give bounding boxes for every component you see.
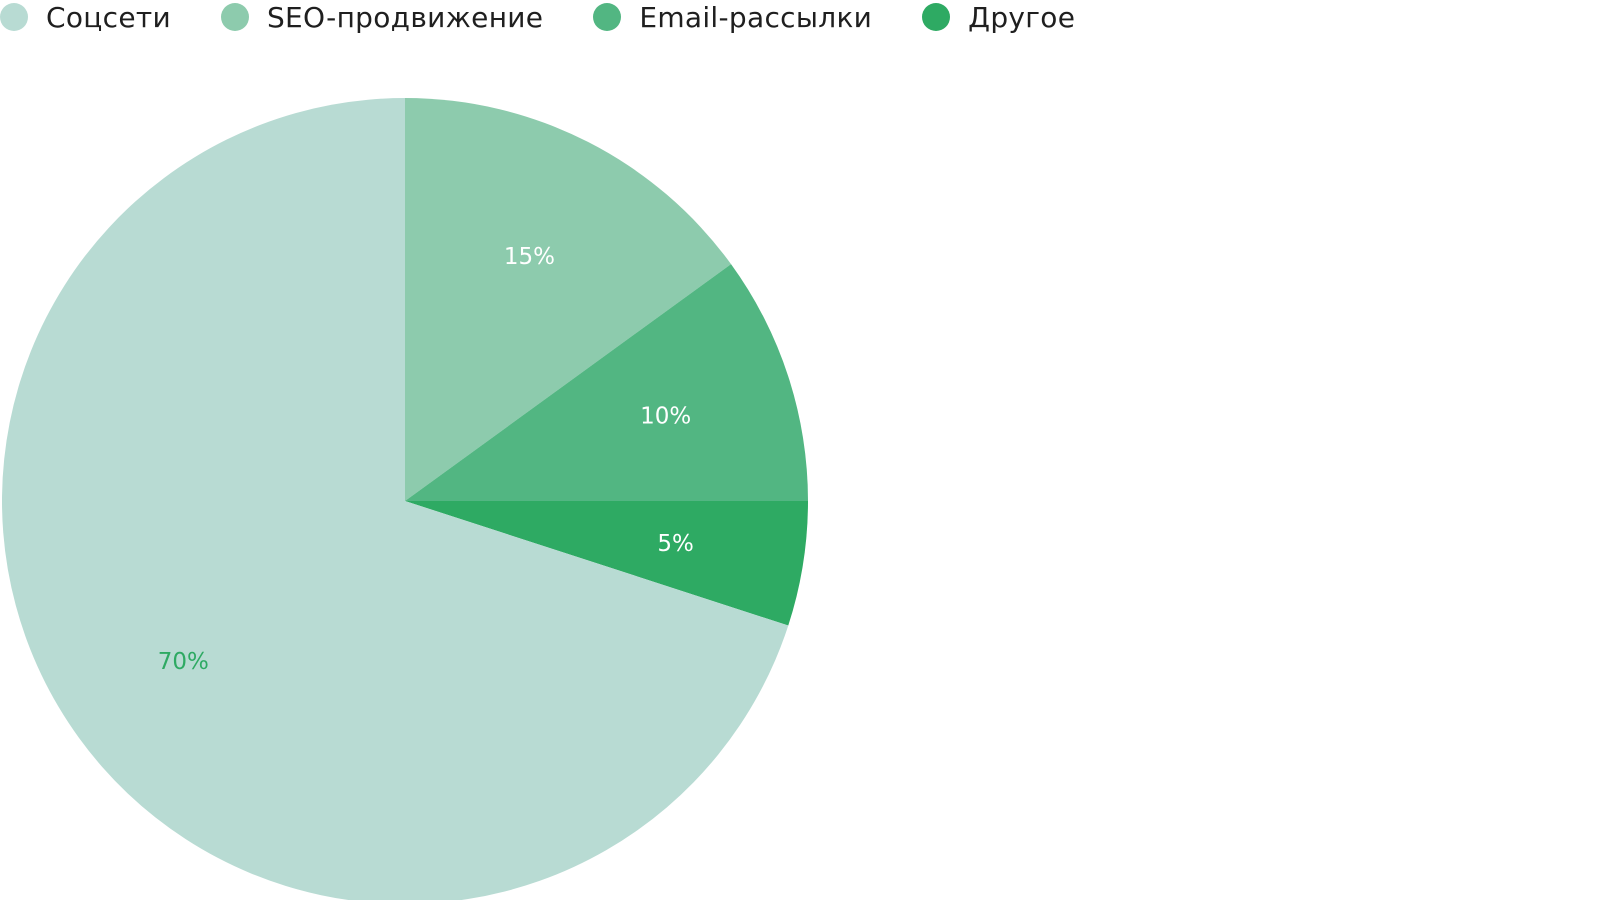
pie-slice-socials (2, 98, 789, 900)
legend-item-email: Email-рассылки (593, 1, 872, 34)
legend-item-socials: Соцсети (0, 1, 171, 34)
pie-label-email: 10% (640, 403, 691, 429)
legend-label-seo: SEO-продвижение (266, 0, 544, 34)
legend-swatch-seo (220, 3, 249, 31)
legend-label-other: Другое (968, 0, 1076, 34)
legend-item-seo: SEO-продвижение (220, 0, 544, 34)
pie-slice-seo (405, 98, 732, 501)
legend-item-other: Другое (922, 1, 1075, 34)
legend-label-email: Email-рассылки (639, 0, 873, 34)
legend-swatch-other (922, 3, 951, 31)
chart-legend: Соцсети SEO-продвижение Email-рассылки Д… (0, 0, 1125, 34)
legend-label-socials: Соцсети (46, 0, 171, 34)
pie-label-other: 5% (657, 531, 694, 557)
pie-slice-email (405, 264, 808, 501)
pie-slice-other (405, 501, 808, 626)
pie-label-seo: 15% (504, 244, 555, 270)
pie-label-socials: 70% (158, 649, 209, 675)
legend-swatch-socials (0, 3, 28, 31)
legend-swatch-email (593, 3, 622, 31)
